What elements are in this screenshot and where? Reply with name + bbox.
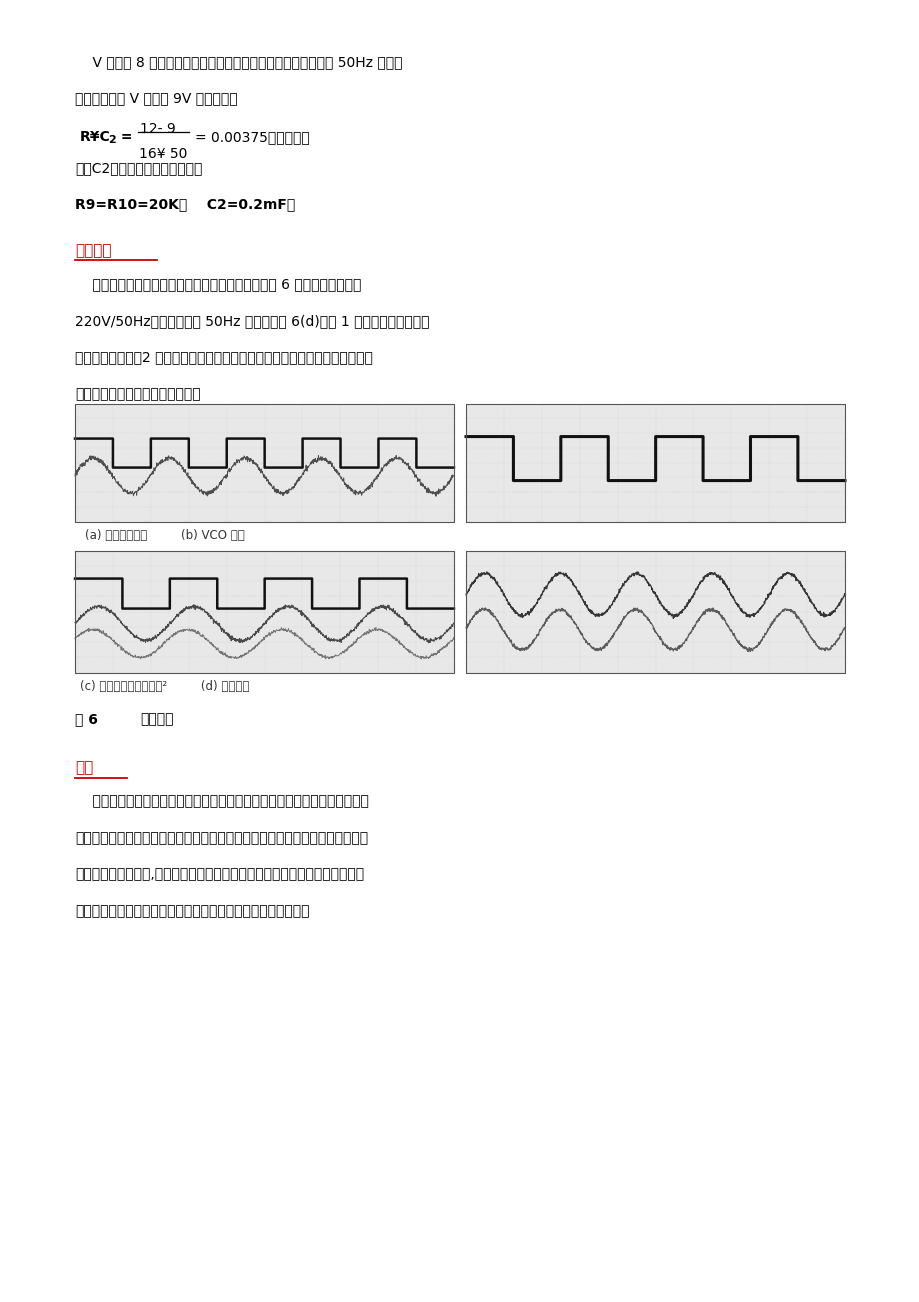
Text: R¥C: R¥C — [80, 130, 110, 143]
Text: (c) 鉴频鉴相器输出波形²         (d) 输出波形: (c) 鉴频鉴相器输出波形² (d) 输出波形 — [80, 680, 249, 693]
Text: 16¥ 50: 16¥ 50 — [139, 147, 187, 161]
Text: 本文中设计电路能产生与电网电压同步的标准正弦波，具有低失真、简单实: 本文中设计电路能产生与电网电压同步的标准正弦波，具有低失真、简单实 — [75, 794, 369, 809]
Text: 围内C2应尽量取的大些，最后取: 围内C2应尽量取的大些，最后取 — [75, 161, 202, 174]
Text: 结语: 结语 — [75, 760, 93, 775]
Bar — [75, 404, 453, 522]
Bar — [466, 404, 844, 522]
Text: 实验结果: 实验结果 — [140, 712, 174, 727]
Text: R9=R10=20K，    C2=0.2mF。: R9=R10=20K， C2=0.2mF。 — [75, 198, 295, 211]
Text: 降低了编程的复杂度,可用作基于瞬时无功功率理论和自适应滤波的谐波检测算: 降低了编程的复杂度,可用作基于瞬时无功功率理论和自适应滤波的谐波检测算 — [75, 867, 364, 881]
Bar — [75, 404, 453, 522]
Text: (a) 过零检测波形         (b) VCO 波形: (a) 过零检测波形 (b) VCO 波形 — [85, 529, 244, 542]
Text: 与电网电压同步的正弦波发生电路的试验结果如图 6 所示。输入电压为: 与电网电压同步的正弦波发生电路的试验结果如图 6 所示。输入电压为 — [75, 277, 361, 292]
Bar — [466, 551, 844, 673]
Bar — [466, 404, 844, 522]
Text: 用、价格低廉的优点。并由全硬件完成，不占用微处理器的软、硬件资源，大大: 用、价格低廉的优点。并由全硬件完成，不占用微处理器的软、硬件资源，大大 — [75, 831, 368, 845]
Text: 当环路锁定时 V 应该在 9V 左右，所以: 当环路锁定时 V 应该在 9V 左右，所以 — [75, 91, 237, 105]
Bar — [75, 551, 453, 673]
Text: 实验结果: 实验结果 — [75, 243, 111, 258]
Bar — [75, 551, 453, 673]
Text: 法中的参考信号。实验结果与理论分析一致，达到了设计要求。: 法中的参考信号。实验结果与理论分析一致，达到了设计要求。 — [75, 904, 309, 918]
Text: 图 6: 图 6 — [75, 712, 97, 727]
Text: 2: 2 — [108, 135, 116, 146]
Text: 互感器后的波形，2 是输出的同步标准正弦波，两者基本上同频同相，几乎没有: 互感器后的波形，2 是输出的同步标准正弦波，两者基本上同频同相，几乎没有 — [75, 350, 372, 365]
Text: = 0.00375。在允许范: = 0.00375。在允许范 — [195, 130, 310, 143]
Text: 延迟。实验结果与理论分析一致。: 延迟。实验结果与理论分析一致。 — [75, 387, 200, 401]
Text: 220V/50Hz，输出同步的 50Hz 正弦波。图 6(d)中的 1 是电网电压经过电压: 220V/50Hz，输出同步的 50Hz 正弦波。图 6(d)中的 1 是电网电… — [75, 314, 429, 328]
Text: =: = — [116, 130, 132, 143]
Bar — [466, 551, 844, 673]
Text: 12- 9: 12- 9 — [140, 122, 176, 137]
Text: V 为引脚 8 处的控制信号电压。输出的正弦波信号频率应该在 50Hz 左右，: V 为引脚 8 处的控制信号电压。输出的正弦波信号频率应该在 50Hz 左右， — [75, 55, 403, 69]
